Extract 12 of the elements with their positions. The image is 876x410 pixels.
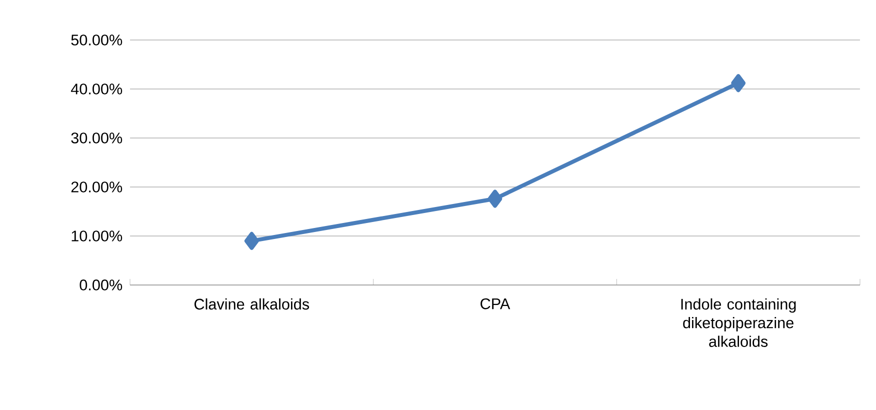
x-tick-label: Indole containing diketopiperazine alkaloids — [681, 298, 796, 347]
y-tick-label: 10.00% — [72, 230, 122, 242]
point — [244, 232, 259, 250]
x-tick-label: Clavine alkaloids — [194, 298, 310, 310]
y-tick-label: 0.00% — [80, 280, 122, 290]
y-tick-label: 50.00% — [71, 34, 122, 46]
x-tick-label: CPA — [480, 298, 510, 310]
point — [731, 74, 746, 92]
point — [488, 190, 502, 208]
y-tick-label: 30.00% — [71, 132, 122, 144]
y-tick-label: 40.00% — [70, 84, 122, 94]
y-tick-label: 20.00% — [71, 182, 122, 192]
